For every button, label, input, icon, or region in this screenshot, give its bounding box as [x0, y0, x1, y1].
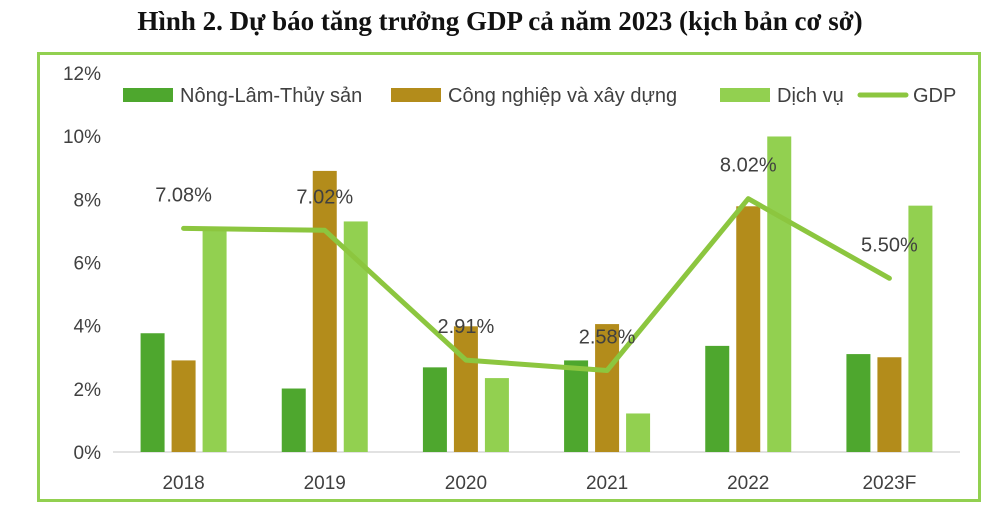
- bar: [767, 136, 792, 453]
- bar: [422, 367, 447, 452]
- x-tick-label: 2021: [586, 473, 628, 494]
- bar: [705, 345, 730, 452]
- bar-layer: [140, 136, 933, 453]
- bar: [736, 206, 761, 452]
- legend-item: Dịch vụ: [720, 85, 844, 107]
- line-layer: 7.08% 7.02% 2.91% 2.58% 8.02% 5.50%: [155, 155, 918, 374]
- y-tick-label: 6%: [74, 254, 102, 275]
- axis-layer: 0% 2% 4% 6% 8% 10% 12% 2018 2019 2020 2021 2022 2023…: [63, 64, 960, 494]
- bar: [626, 413, 651, 452]
- x-tick-label: 2018: [162, 473, 204, 494]
- legend-item: Công nghiệp và xây dựng: [391, 85, 677, 107]
- bar: [140, 333, 165, 452]
- chart-frame: [37, 52, 981, 502]
- y-tick-label: 0%: [74, 443, 102, 464]
- bar: [453, 326, 478, 452]
- bar: [595, 324, 620, 452]
- legend-label: GDP: [913, 85, 956, 107]
- legend-label: Dịch vụ: [777, 85, 844, 107]
- x-tick-label: 2019: [304, 473, 346, 494]
- x-tick-label: 2022: [727, 473, 769, 494]
- y-tick-label: 12%: [63, 64, 101, 85]
- bar: [312, 170, 337, 453]
- data-label: 8.02%: [720, 155, 777, 177]
- legend-swatch: [123, 88, 173, 102]
- x-tick-label: 2020: [445, 473, 487, 494]
- legend-item: GDP: [857, 85, 956, 107]
- legend-swatch: [391, 88, 441, 102]
- legend-swatch: [720, 88, 770, 102]
- y-tick-label: 2%: [74, 380, 102, 401]
- bar: [877, 357, 902, 452]
- legend-item: Nông-Lâm-Thủy sản: [123, 85, 362, 107]
- data-label: 7.02%: [296, 186, 353, 208]
- legend-label: Nông-Lâm-Thủy sản: [180, 85, 362, 107]
- data-label: 2.58%: [579, 327, 636, 349]
- bar: [202, 229, 227, 452]
- y-tick-label: 8%: [74, 190, 102, 211]
- x-tick-label: 2023F: [862, 473, 916, 494]
- data-label: 7.08%: [155, 184, 212, 206]
- y-tick-label: 4%: [74, 317, 102, 338]
- chart-title: Hình 2. Dự báo tăng trưởng GDP cả năm 20…: [137, 6, 863, 36]
- gdp-line: [181, 196, 892, 374]
- legend-label: Công nghiệp và xây dựng: [448, 85, 677, 107]
- data-label: 2.91%: [438, 316, 495, 338]
- bar: [484, 378, 509, 452]
- legend-layer: Nông-Lâm-Thủy sản Công nghiệp và xây dựng…: [123, 85, 956, 107]
- bar: [908, 205, 933, 452]
- y-tick-label: 10%: [63, 127, 101, 148]
- bar: [846, 354, 871, 452]
- data-label: 5.50%: [861, 234, 918, 256]
- bar: [564, 360, 589, 452]
- bar: [171, 360, 196, 452]
- bar: [281, 388, 306, 452]
